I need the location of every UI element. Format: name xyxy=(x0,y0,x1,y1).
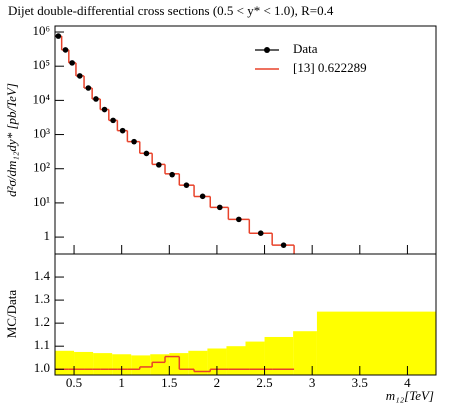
uncertainty-band xyxy=(245,341,265,375)
y-tick-label: 1.0 xyxy=(34,360,50,375)
chart-title: Dijet double-differential cross sections… xyxy=(8,3,334,18)
data-point xyxy=(183,182,190,188)
data-point xyxy=(76,73,83,79)
data-point xyxy=(169,171,175,178)
x-tick-label: 1.5 xyxy=(161,375,177,390)
ratio-frame xyxy=(54,253,437,376)
uncertainty-band xyxy=(226,346,246,375)
data-point xyxy=(119,127,126,134)
x-tick-label: 2.5 xyxy=(256,375,272,390)
y-tick-label: 10⁵ xyxy=(32,57,50,72)
y-tick-label: 10³ xyxy=(33,126,50,141)
data-point xyxy=(280,242,287,248)
x-tick-label: 3.5 xyxy=(352,375,368,390)
top-plot xyxy=(55,33,295,254)
y-tick-label: 1.2 xyxy=(34,314,50,329)
y-tick-label: 1.1 xyxy=(34,337,50,352)
data-point xyxy=(101,106,108,113)
data-point xyxy=(236,216,242,223)
data-point xyxy=(199,193,206,200)
uncertainty-band xyxy=(316,311,436,375)
data-point xyxy=(93,96,99,102)
data-point xyxy=(62,47,69,53)
data-point xyxy=(156,162,162,168)
y-axis-label: d²σ/dm₁₂dy* [pb/TeV] xyxy=(4,83,19,197)
data-point xyxy=(55,33,62,39)
uncertainty-band xyxy=(293,331,317,375)
y-tick-label: 10⁴ xyxy=(32,91,50,106)
legend-label: [13] 0.622289 xyxy=(293,60,367,75)
x-tick-label: 4 xyxy=(404,375,411,390)
data-point xyxy=(257,230,264,236)
data-point xyxy=(85,85,92,91)
y-tick-label: 10² xyxy=(33,160,50,175)
legend-marker xyxy=(264,47,270,53)
y-tick-label: 1.4 xyxy=(34,268,51,283)
data-point xyxy=(131,138,137,145)
data-point xyxy=(216,204,223,211)
data-point xyxy=(110,117,116,124)
y-tick-label: 10¹ xyxy=(33,194,50,209)
uncertainty-band xyxy=(131,355,151,375)
uncertainty-band xyxy=(207,348,227,375)
x-tick-label: 3 xyxy=(309,375,316,390)
axes: 10⁶ 10⁵ 10⁴ 10³ 10² 10¹ 1 Data [13] 0.622289 1.0 1… xyxy=(32,23,411,390)
ratio-axis-label: MC/Data xyxy=(4,290,19,339)
data-point xyxy=(143,150,150,157)
x-tick-label: 2 xyxy=(214,375,221,390)
y-tick-label: 1 xyxy=(44,228,51,243)
legend-label: Data xyxy=(293,41,318,56)
data-point xyxy=(69,60,75,66)
y-tick-label: 10⁶ xyxy=(32,23,50,38)
x-axis-label: m₁₂[TeV] xyxy=(386,388,434,403)
y-tick-label: 1.3 xyxy=(34,291,50,306)
x-tick-label: 0.5 xyxy=(66,375,82,390)
ratio-plot xyxy=(55,311,436,375)
x-tick-label: 1 xyxy=(118,375,125,390)
